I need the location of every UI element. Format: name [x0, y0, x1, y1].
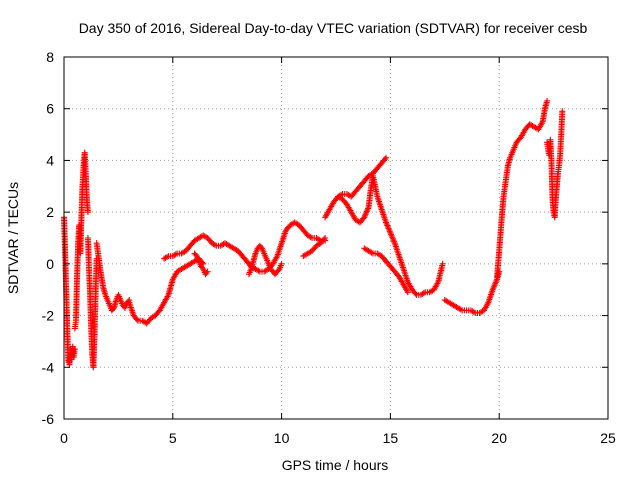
y-tick-label: 8: [46, 49, 54, 65]
plot-frame: [63, 56, 609, 420]
x-tick-label: 0: [60, 430, 68, 446]
x-tick-label: 10: [274, 430, 290, 446]
data-point: [381, 156, 388, 163]
data-point: [412, 290, 419, 297]
data-point: [275, 267, 282, 274]
y-tick-label: 6: [46, 101, 54, 117]
data-point: [71, 346, 78, 353]
x-tick-label: 25: [600, 430, 616, 446]
data-point: [199, 264, 206, 271]
data-point: [84, 209, 91, 216]
data-point: [278, 260, 285, 267]
y-tick-label: 2: [46, 204, 54, 220]
data-point: [192, 251, 199, 258]
chart-title: Day 350 of 2016, Sidereal Day-to-day VTE…: [79, 20, 588, 36]
y-tick-label: -6: [42, 411, 55, 427]
x-tick-label: 20: [491, 430, 507, 446]
data-point: [203, 269, 210, 276]
x-tick-label: 15: [383, 430, 399, 446]
y-axis-title: SDTVAR / TECUs: [5, 182, 21, 294]
data-point: [257, 244, 264, 251]
x-axis-title: GPS time / hours: [282, 457, 389, 473]
data-points: [61, 97, 566, 371]
data-point: [544, 97, 551, 104]
data-point: [383, 154, 390, 161]
y-tick-label: 0: [46, 256, 54, 272]
data-point: [204, 268, 211, 275]
y-tick-labels: -6 -4 -2 0 2 4 6 8: [42, 49, 55, 427]
y-tick-label: -4: [42, 359, 55, 375]
data-point: [404, 289, 411, 296]
data-point: [322, 235, 329, 241]
x-tick-label: 5: [169, 430, 177, 446]
data-point: [133, 316, 140, 323]
data-point: [559, 108, 566, 115]
x-tick-labels: 0 5 10 15 20 25: [60, 430, 616, 446]
y-tick-label: 4: [46, 152, 54, 168]
y-tick-label: -2: [42, 308, 55, 324]
data-point: [439, 260, 446, 267]
data-point: [321, 236, 328, 243]
